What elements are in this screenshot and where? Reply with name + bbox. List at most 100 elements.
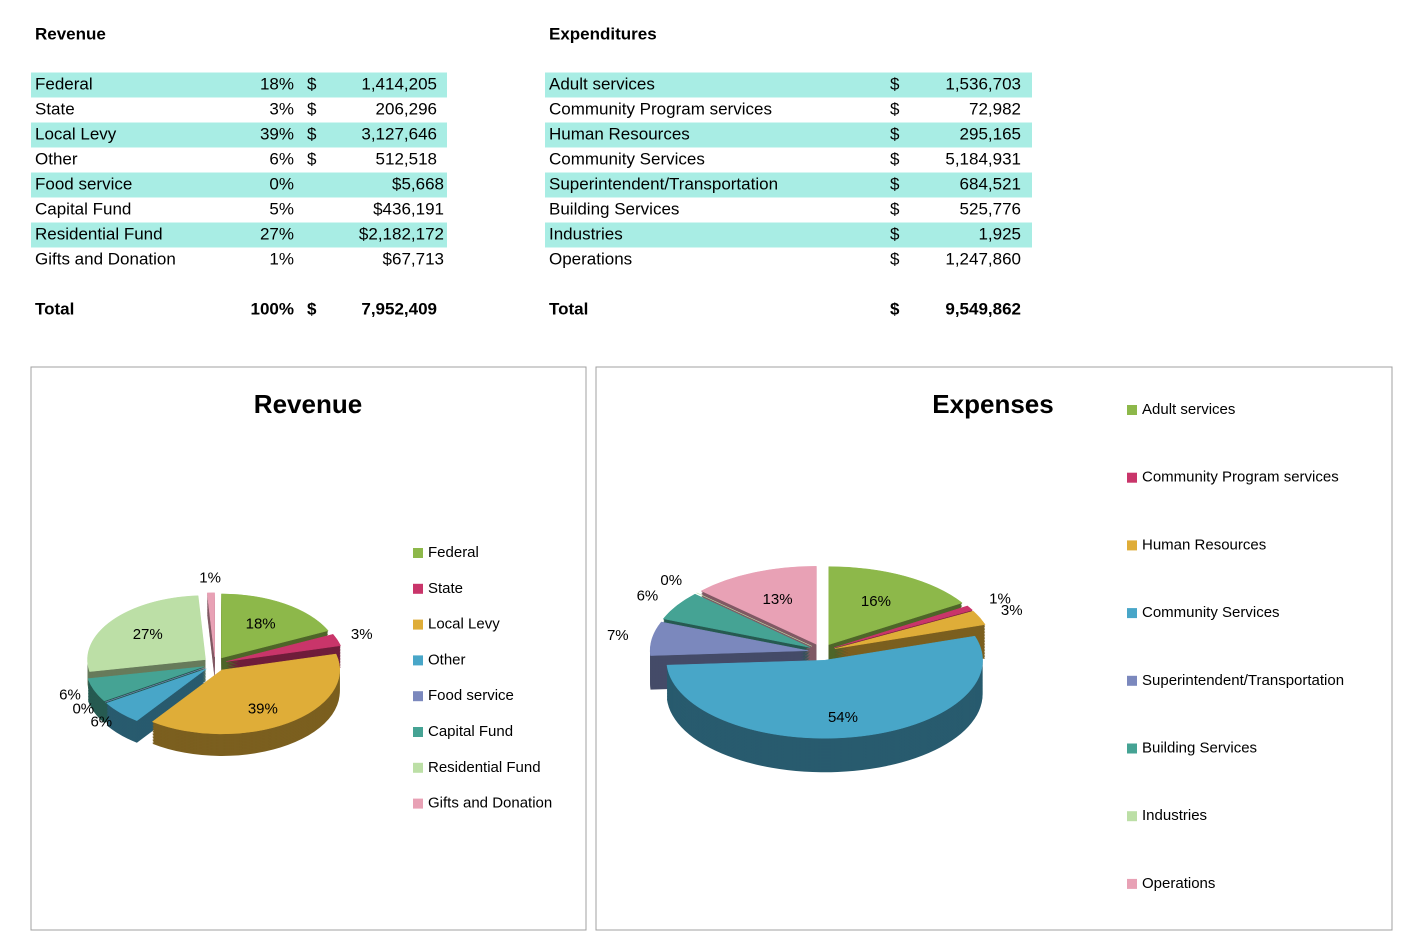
row-highlight — [31, 222, 447, 248]
legend-label: Other — [428, 651, 466, 668]
row-currency: $ — [890, 74, 900, 93]
data-label: 27% — [133, 626, 163, 643]
legend-label: Industries — [1142, 807, 1207, 824]
row-percent: 100% — [251, 299, 294, 318]
legend-label: State — [428, 580, 463, 597]
chart-title: Expenses — [932, 389, 1053, 419]
legend-swatch — [413, 727, 423, 737]
table-title: Expenditures — [549, 24, 657, 43]
row-currency: $ — [307, 124, 317, 143]
row-name: Community Services — [549, 149, 705, 168]
row-amount: 1,536,703 — [945, 74, 1021, 93]
row-highlight — [545, 172, 1032, 198]
row-currency: $ — [890, 174, 900, 193]
chart-frame — [30, 366, 587, 931]
data-label: 6% — [59, 686, 81, 703]
legend-swatch — [413, 548, 423, 558]
row-name: Building Services — [549, 199, 679, 218]
data-label: 18% — [246, 615, 276, 632]
row-currency: $ — [890, 124, 900, 143]
row-amount: 295,165 — [960, 124, 1021, 143]
legend-label: Local Levy — [428, 616, 500, 633]
pie-slice — [151, 653, 340, 735]
data-label: 6% — [90, 713, 112, 730]
row-amount: 1,414,205 — [361, 74, 437, 93]
row-currency: $ — [890, 149, 900, 168]
data-label: 16% — [861, 593, 891, 610]
legend-swatch — [1127, 540, 1137, 551]
row-highlight — [31, 72, 447, 98]
legend-label: Residential Fund — [428, 759, 541, 776]
legend-swatch — [413, 798, 423, 809]
row-highlight — [545, 72, 1032, 98]
row-name: Human Resources — [549, 124, 690, 143]
row-name: Total — [549, 299, 588, 318]
legend-swatch — [413, 691, 423, 702]
legend-label: Community Program services — [1142, 469, 1339, 486]
legend-swatch — [413, 583, 423, 594]
data-label: 6% — [637, 587, 659, 604]
row-amount: 684,521 — [960, 174, 1021, 193]
row-percent: 5% — [269, 199, 294, 218]
legend-swatch — [1127, 811, 1137, 822]
data-label: 0% — [660, 572, 682, 589]
row-amount: 3,127,646 — [361, 124, 437, 143]
row-percent: 0% — [269, 174, 294, 193]
row-name: Federal — [35, 74, 93, 93]
legend-swatch — [1127, 472, 1137, 483]
row-currency: $ — [307, 74, 317, 93]
legend-label: Gifts and Donation — [428, 795, 552, 812]
row-amount: $67,713 — [383, 249, 444, 268]
row-name: Food service — [35, 174, 132, 193]
legend-swatch — [1127, 405, 1137, 415]
row-name: Community Program services — [549, 99, 772, 118]
row-highlight — [31, 122, 447, 148]
row-name: Other — [35, 149, 78, 168]
chart-frame — [595, 366, 1393, 931]
row-amount: 512,518 — [376, 149, 437, 168]
legend-label: Federal — [428, 544, 479, 561]
data-label: 3% — [1001, 602, 1023, 619]
pie-slice — [649, 621, 809, 656]
row-name: Superintendent/Transportation — [549, 174, 778, 193]
chart-title: Revenue — [254, 389, 362, 419]
legend-label: Capital Fund — [428, 723, 513, 740]
row-name: Total — [35, 299, 74, 318]
row-percent: 27% — [260, 224, 294, 243]
pie-slice — [666, 635, 983, 739]
row-currency: $ — [890, 249, 900, 268]
row-amount: 72,982 — [969, 99, 1021, 118]
data-label: 1% — [989, 590, 1011, 607]
row-highlight — [545, 222, 1032, 248]
data-label: 13% — [763, 591, 793, 608]
row-name: Industries — [549, 224, 623, 243]
table-title: Revenue — [35, 24, 106, 43]
pie-slice — [87, 595, 206, 672]
legend-swatch — [1127, 608, 1137, 619]
row-percent: 1% — [269, 249, 294, 268]
data-label: 3% — [351, 626, 373, 643]
data-label: 39% — [248, 700, 278, 717]
row-amount: 206,296 — [376, 99, 437, 118]
row-currency: $ — [890, 99, 900, 118]
pie-slice — [833, 605, 974, 648]
legend-label: Operations — [1142, 875, 1215, 892]
legend-label: Superintendent/Transportation — [1142, 672, 1344, 689]
pie-slice — [700, 566, 817, 645]
row-name: Residential Fund — [35, 224, 163, 243]
legend-label: Community Services — [1142, 604, 1280, 621]
data-label: 54% — [828, 709, 858, 726]
row-amount: 5,184,931 — [945, 149, 1021, 168]
row-amount: $436,191 — [373, 199, 444, 218]
legend-label: Human Resources — [1142, 536, 1266, 553]
row-currency: $ — [307, 299, 317, 318]
legend-swatch — [413, 619, 423, 630]
row-name: Gifts and Donation — [35, 249, 176, 268]
row-amount: 1,247,860 — [945, 249, 1021, 268]
legend-label: Adult services — [1142, 401, 1235, 418]
row-amount: $5,668 — [392, 174, 444, 193]
pie-slice — [834, 610, 986, 649]
row-name: Adult services — [549, 74, 655, 93]
pie-slice — [226, 634, 341, 662]
